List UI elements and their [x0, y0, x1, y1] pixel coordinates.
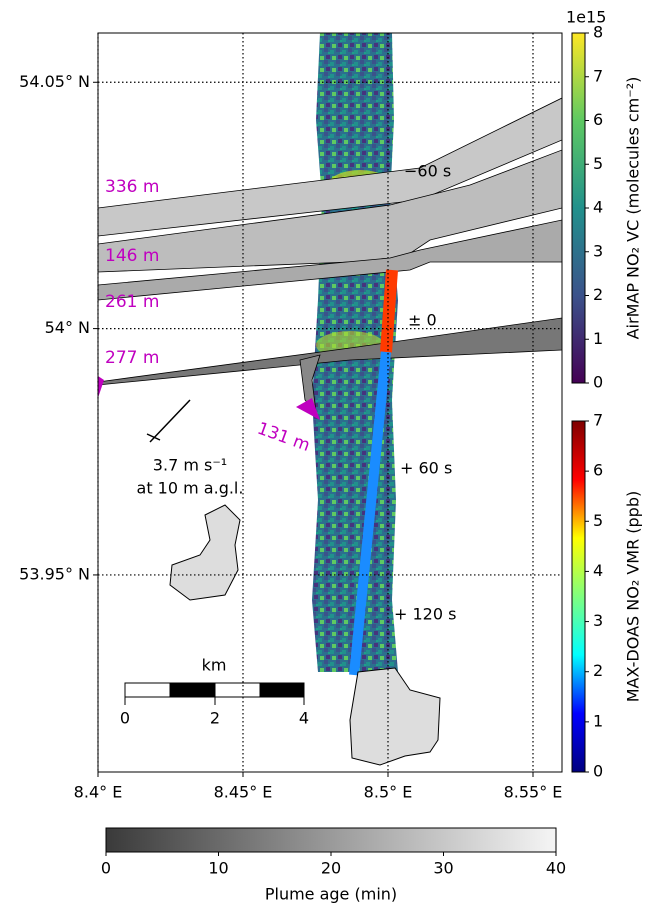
y-tick-label: 53.95° N — [19, 564, 90, 583]
colorbar-offset: 1e15 — [566, 8, 606, 27]
x-tick-label: 8.4° E — [74, 783, 123, 802]
colorbar-label: Plume age (min) — [265, 885, 397, 904]
annotation: + 120 s — [394, 605, 456, 624]
colorbar-tick-label: 6 — [593, 461, 603, 480]
scale-segment — [259, 682, 305, 698]
y-tick-label: 54° N — [45, 318, 90, 337]
plume — [98, 317, 562, 386]
scale-segment — [169, 682, 216, 698]
island — [349, 667, 441, 766]
colorbar-tick-label: 5 — [593, 154, 603, 173]
annotation: ± 0 — [408, 311, 437, 330]
scale-label: km — [202, 656, 227, 675]
colorbar-tick-label: 8 — [593, 23, 603, 42]
colorbar-tick-label: 1 — [593, 711, 603, 730]
wind-barb — [146, 433, 161, 441]
map-layers — [98, 33, 562, 766]
colorbar-tick-label: 3 — [593, 611, 603, 630]
plume — [98, 219, 562, 301]
scale-label: 0 — [120, 709, 130, 728]
colorbar-tick-label: 4 — [593, 198, 603, 217]
annotation: 131 m — [255, 419, 313, 456]
annotation: 336 m — [105, 177, 159, 197]
plume — [299, 354, 321, 414]
axes-frame — [97, 32, 563, 773]
scale-segment — [124, 682, 171, 698]
plume-source — [98, 376, 104, 398]
colorbar-tick-label: 5 — [593, 511, 603, 530]
colorbar-label: AirMAP NO₂ VC (molecules cm⁻²) — [624, 77, 643, 340]
colorbar — [571, 32, 586, 384]
y-tick-label: 54.05° N — [19, 72, 90, 91]
wind-barb — [149, 399, 191, 443]
colorbar-tick-label: 4 — [593, 561, 603, 580]
island — [169, 504, 241, 601]
track — [380, 269, 398, 353]
colorbar-tick-label: 40 — [546, 859, 566, 878]
colorbar-tick-label: 0 — [593, 762, 603, 781]
annotation: 146 m — [105, 246, 159, 266]
track — [349, 351, 391, 676]
colorbar-tick-label: 6 — [593, 110, 603, 129]
x-tick-label: 8.55° E — [504, 783, 563, 802]
colorbar-label: MAX-DOAS NO₂ VMR (ppb) — [624, 491, 643, 702]
colorbar-tick-label: 7 — [593, 66, 603, 85]
colorbar-tick-label: 10 — [208, 859, 228, 878]
colorbar-tick-label: 30 — [433, 859, 453, 878]
scale-label: 4 — [299, 709, 309, 728]
colorbar — [571, 420, 586, 773]
scale-segment — [214, 682, 261, 698]
x-tick-label: 8.5° E — [364, 783, 413, 802]
annotation: 277 m — [105, 348, 159, 368]
colorbar-tick-label: 3 — [593, 241, 603, 260]
colorbar-tick-label: 2 — [593, 661, 603, 680]
scale-label: 2 — [210, 709, 220, 728]
colorbar-tick-label: 0 — [593, 373, 603, 392]
x-tick-label: 8.45° E — [214, 783, 273, 802]
colorbar-tick-label: 20 — [321, 859, 341, 878]
annotation: 3.7 m s⁻¹ — [153, 456, 227, 475]
colorbar-tick-label: 1 — [593, 329, 603, 348]
annotation: −60 s — [404, 162, 451, 181]
colorbar-tick-label: 2 — [593, 285, 603, 304]
annotation: at 10 m a.g.l. — [137, 479, 244, 498]
plume-source — [296, 398, 320, 420]
plume — [98, 149, 562, 273]
scale-bar — [124, 682, 305, 705]
colorbar — [105, 827, 557, 853]
plume — [98, 97, 562, 237]
annotation: 261 m — [105, 292, 159, 312]
annotation: + 60 s — [400, 459, 452, 478]
colorbar-tick-label: 7 — [593, 411, 603, 430]
colorbar-tick-label: 0 — [101, 859, 111, 878]
